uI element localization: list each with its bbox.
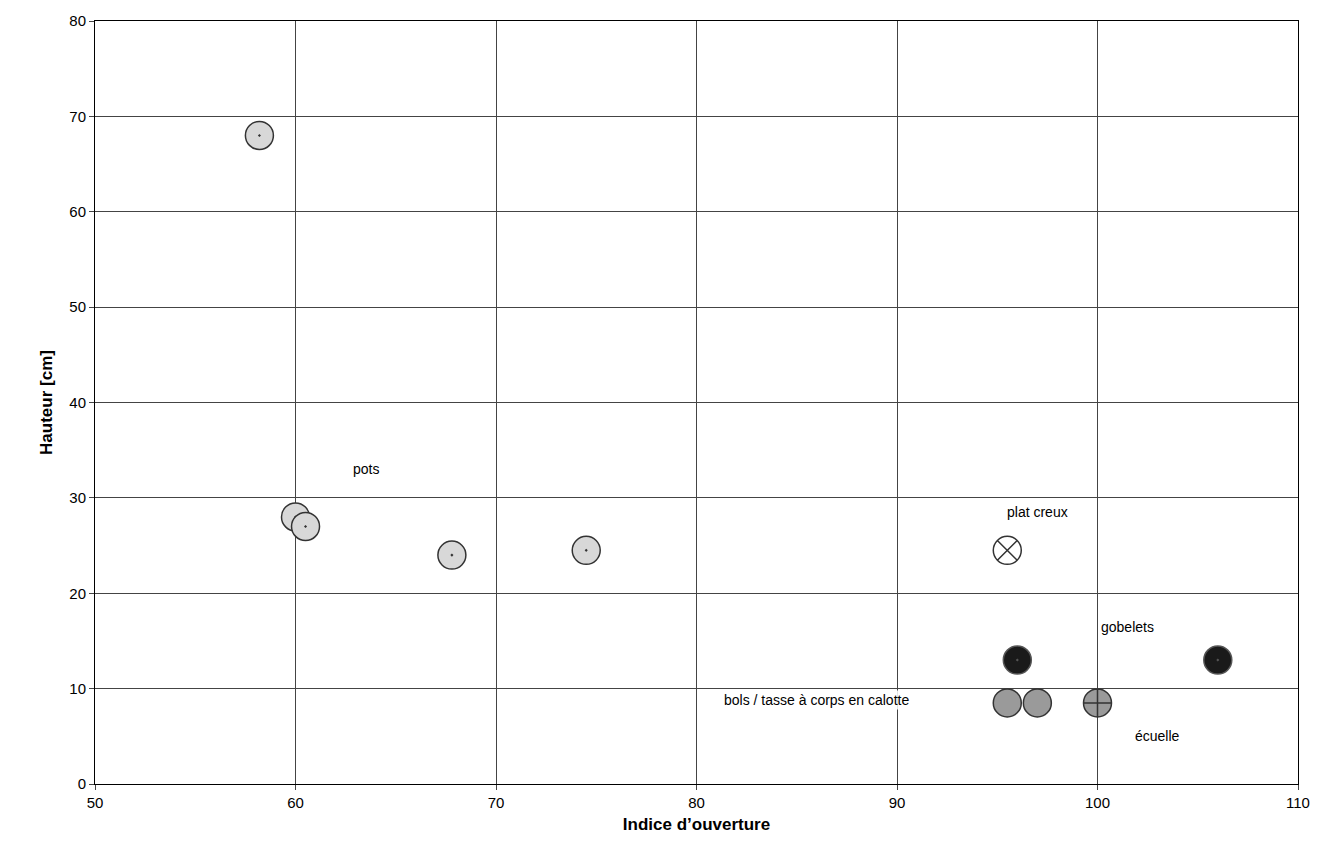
- svg-text:90: 90: [889, 794, 906, 811]
- svg-text:40: 40: [69, 394, 86, 411]
- svg-text:pots: pots: [353, 461, 379, 477]
- svg-text:50: 50: [87, 794, 104, 811]
- svg-text:70: 70: [69, 108, 86, 125]
- svg-text:Hauteur [cm]: Hauteur [cm]: [37, 350, 56, 455]
- svg-text:60: 60: [287, 794, 304, 811]
- svg-text:Indice d’ouverture: Indice d’ouverture: [623, 815, 770, 834]
- svg-text:0: 0: [78, 775, 86, 792]
- svg-text:gobelets: gobelets: [1101, 619, 1154, 635]
- svg-text:100: 100: [1085, 794, 1110, 811]
- svg-text:30: 30: [69, 489, 86, 506]
- svg-text:110: 110: [1286, 794, 1310, 811]
- svg-text:10: 10: [69, 680, 86, 697]
- svg-text:bols / tasse à corps en calott: bols / tasse à corps en calotte: [724, 692, 909, 708]
- svg-text:60: 60: [69, 203, 86, 220]
- svg-text:écuelle: écuelle: [1135, 728, 1180, 744]
- svg-text:50: 50: [69, 298, 86, 315]
- svg-text:20: 20: [69, 585, 86, 602]
- svg-text:plat creux: plat creux: [1007, 504, 1068, 520]
- svg-text:70: 70: [488, 794, 505, 811]
- svg-text:80: 80: [69, 12, 86, 29]
- svg-text:80: 80: [688, 794, 705, 811]
